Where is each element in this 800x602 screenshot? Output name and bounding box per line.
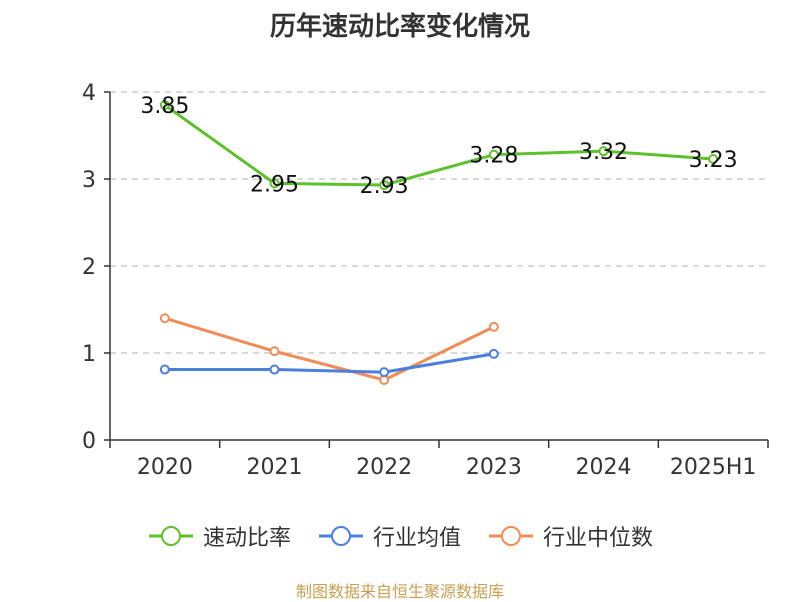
x-tick-label: 2023	[466, 455, 522, 480]
series-line-1	[164, 352, 495, 374]
x-tick-label: 2025H1	[670, 455, 757, 480]
data-label: 3.32	[579, 140, 628, 165]
legend-swatch-icon	[148, 526, 193, 546]
axes: 0 1 2 3 4 2020 2021 2022 2023 2024 2025H1	[82, 81, 769, 480]
data-label: 2.93	[360, 174, 409, 199]
data-label: 3.85	[140, 94, 189, 119]
legend-item-0[interactable]: 速动比率	[147, 520, 291, 552]
x-tick-label: 2021	[247, 455, 303, 480]
legend-item-1[interactable]: 行业均值	[317, 520, 461, 552]
chart-title: 历年速动比率变化情况	[269, 12, 530, 42]
x-tick-label: 2020	[137, 455, 193, 480]
series-line-2	[164, 316, 495, 382]
legend-label: 速动比率	[202, 526, 291, 551]
y-tick-label: 0	[82, 429, 96, 454]
data-point	[598, 146, 609, 157]
data-label: 3.23	[689, 148, 738, 173]
data-point	[488, 348, 499, 359]
data-point	[379, 374, 390, 385]
data-point	[269, 346, 280, 357]
legend-label: 行业均值	[372, 526, 461, 551]
data-point	[159, 313, 170, 324]
grid-lines	[110, 91, 768, 354]
data-label: 3.28	[469, 144, 518, 169]
x-tick-label: 2022	[356, 455, 412, 480]
legend-swatch-icon	[489, 526, 533, 546]
data-point	[488, 321, 499, 332]
legend-swatch-icon	[318, 526, 363, 546]
data-point	[379, 180, 390, 191]
source-note: 制图数据来自恒生聚源数据库	[295, 582, 504, 601]
data-labels: 3.85 2.95 2.93 3.28 3.32 3.23	[140, 94, 737, 199]
data-point	[269, 178, 280, 189]
series-line-0	[163, 103, 714, 187]
y-tick-label: 2	[82, 255, 96, 280]
data-point	[159, 100, 170, 111]
y-tick-label: 1	[82, 342, 96, 367]
y-tick-label: 4	[82, 81, 96, 106]
data-point	[488, 149, 499, 160]
series-layer	[159, 100, 719, 385]
data-point	[379, 367, 390, 378]
legend: 速动比率 行业均值 行业中位数	[0, 520, 800, 552]
legend-item-2[interactable]: 行业中位数	[487, 520, 653, 552]
y-tick-label: 3	[82, 168, 96, 193]
data-point	[159, 364, 170, 375]
data-label: 2.95	[250, 172, 299, 197]
x-tick-label: 2024	[576, 455, 632, 480]
data-point	[269, 364, 280, 375]
data-point	[708, 153, 719, 164]
legend-label: 行业中位数	[543, 526, 654, 551]
